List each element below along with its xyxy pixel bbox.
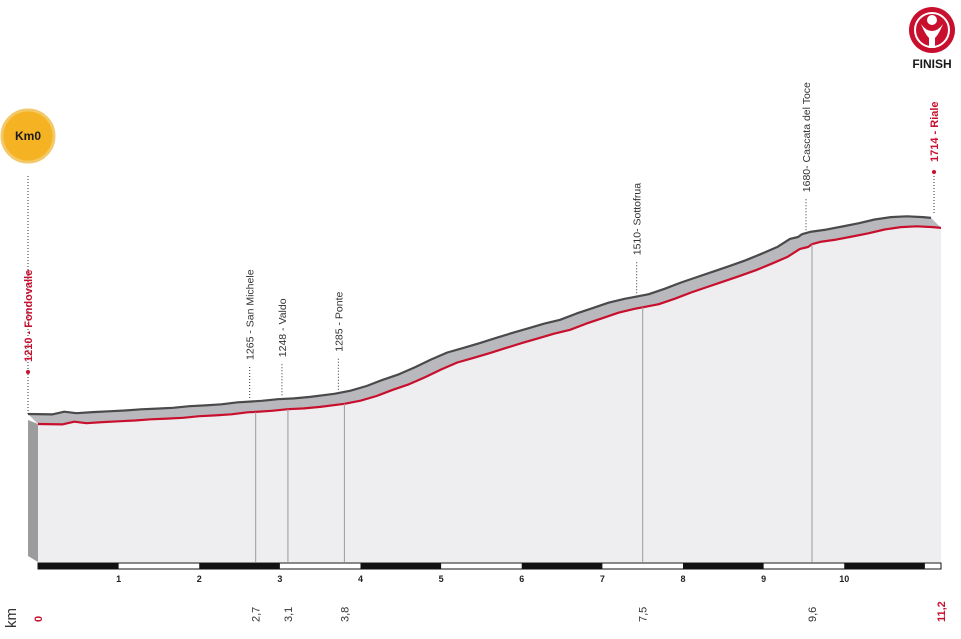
km0-badge: Km0 [0, 108, 56, 164]
scale-segment [360, 563, 442, 569]
waypoint-label: 1248 - Valdo [277, 298, 289, 357]
waypoint-label: 1285 - Ponte [333, 291, 345, 351]
km-tick-label: 6 [519, 574, 524, 584]
finish-elevation-label: 1714 - Riale [929, 101, 941, 162]
km-tick-label: 1 [116, 574, 121, 584]
scale-segment [683, 563, 764, 569]
km-marker-label: 3,8 [339, 607, 351, 622]
km-marker-label: 11,2 [936, 601, 948, 622]
km-tick-label: 3 [277, 574, 282, 584]
finish-icon [909, 7, 955, 53]
km-marker-label: 0 [33, 616, 45, 622]
km0-badge-label: Km0 [15, 129, 41, 143]
finish-label: FINISH [912, 57, 951, 71]
km-tick-label: 2 [197, 574, 202, 584]
km-tick-label: 10 [839, 574, 849, 584]
km-tick-label: 8 [680, 574, 685, 584]
start-dot [26, 370, 30, 374]
profile-ridge-line [27, 215, 932, 416]
km-tick-label: 5 [439, 574, 444, 584]
distance-scale-bar [37, 562, 942, 570]
route-line [37, 225, 942, 426]
profile-area [38, 226, 941, 563]
km-marker-label: 2,7 [251, 607, 263, 622]
profile-side-wall [28, 420, 38, 562]
scale-segment [844, 563, 925, 569]
waypoint-label: 1265 - San Michele [245, 269, 257, 360]
scale-segment [199, 563, 280, 569]
axis-unit-label: km [3, 608, 20, 628]
finish-dot [932, 170, 936, 174]
km-marker-label: 3,1 [283, 607, 295, 622]
km-tick-label: 7 [600, 574, 605, 584]
waypoint-label: 1510- Sottofrua [632, 183, 644, 256]
km-tick-label: 4 [358, 574, 363, 584]
km-marker-label: 9,6 [807, 607, 819, 622]
scale-segment [38, 563, 119, 569]
scale-segment [521, 563, 603, 569]
start-label: 1210 - Fondovalle [23, 270, 35, 362]
km-tick-label: 9 [761, 574, 766, 584]
km-marker-label: 7,5 [638, 607, 650, 622]
waypoint-label: 1680- Cascata del Toce [801, 82, 813, 192]
